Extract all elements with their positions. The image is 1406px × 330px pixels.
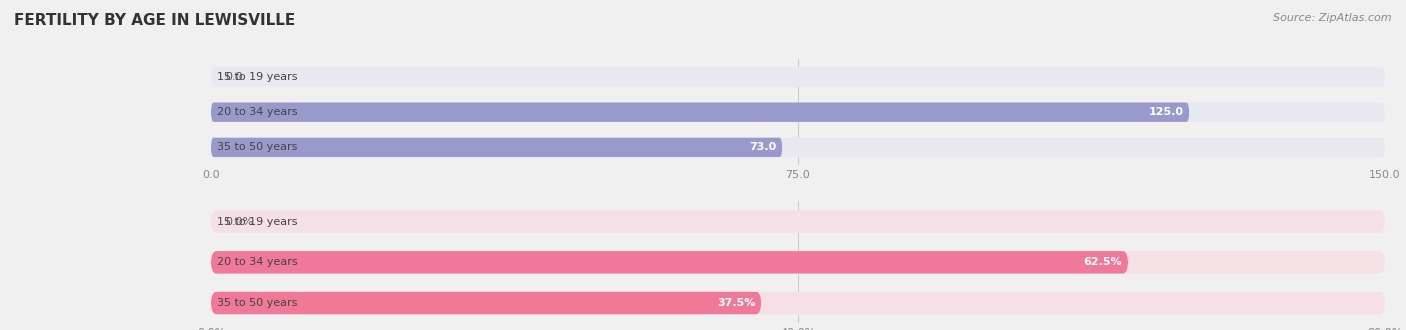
FancyBboxPatch shape [211,292,761,314]
FancyBboxPatch shape [211,251,1128,274]
Text: 20 to 34 years: 20 to 34 years [217,257,298,267]
Text: 20 to 34 years: 20 to 34 years [217,107,298,117]
Text: 0.0%: 0.0% [225,217,253,227]
FancyBboxPatch shape [211,67,1385,87]
Text: 35 to 50 years: 35 to 50 years [217,143,297,152]
FancyBboxPatch shape [211,138,782,157]
FancyBboxPatch shape [211,103,1385,122]
Text: 15 to 19 years: 15 to 19 years [217,217,297,227]
Text: 15 to 19 years: 15 to 19 years [217,72,297,82]
FancyBboxPatch shape [211,251,1385,274]
FancyBboxPatch shape [211,138,1385,157]
FancyBboxPatch shape [211,292,1385,314]
Text: 35 to 50 years: 35 to 50 years [217,298,297,308]
FancyBboxPatch shape [211,211,1385,233]
Text: 125.0: 125.0 [1149,107,1184,117]
Text: Source: ZipAtlas.com: Source: ZipAtlas.com [1274,13,1392,23]
Text: FERTILITY BY AGE IN LEWISVILLE: FERTILITY BY AGE IN LEWISVILLE [14,13,295,28]
Text: 73.0: 73.0 [749,143,776,152]
FancyBboxPatch shape [211,103,1189,122]
Text: 0.0: 0.0 [225,72,243,82]
Text: 62.5%: 62.5% [1084,257,1122,267]
Text: 37.5%: 37.5% [717,298,755,308]
